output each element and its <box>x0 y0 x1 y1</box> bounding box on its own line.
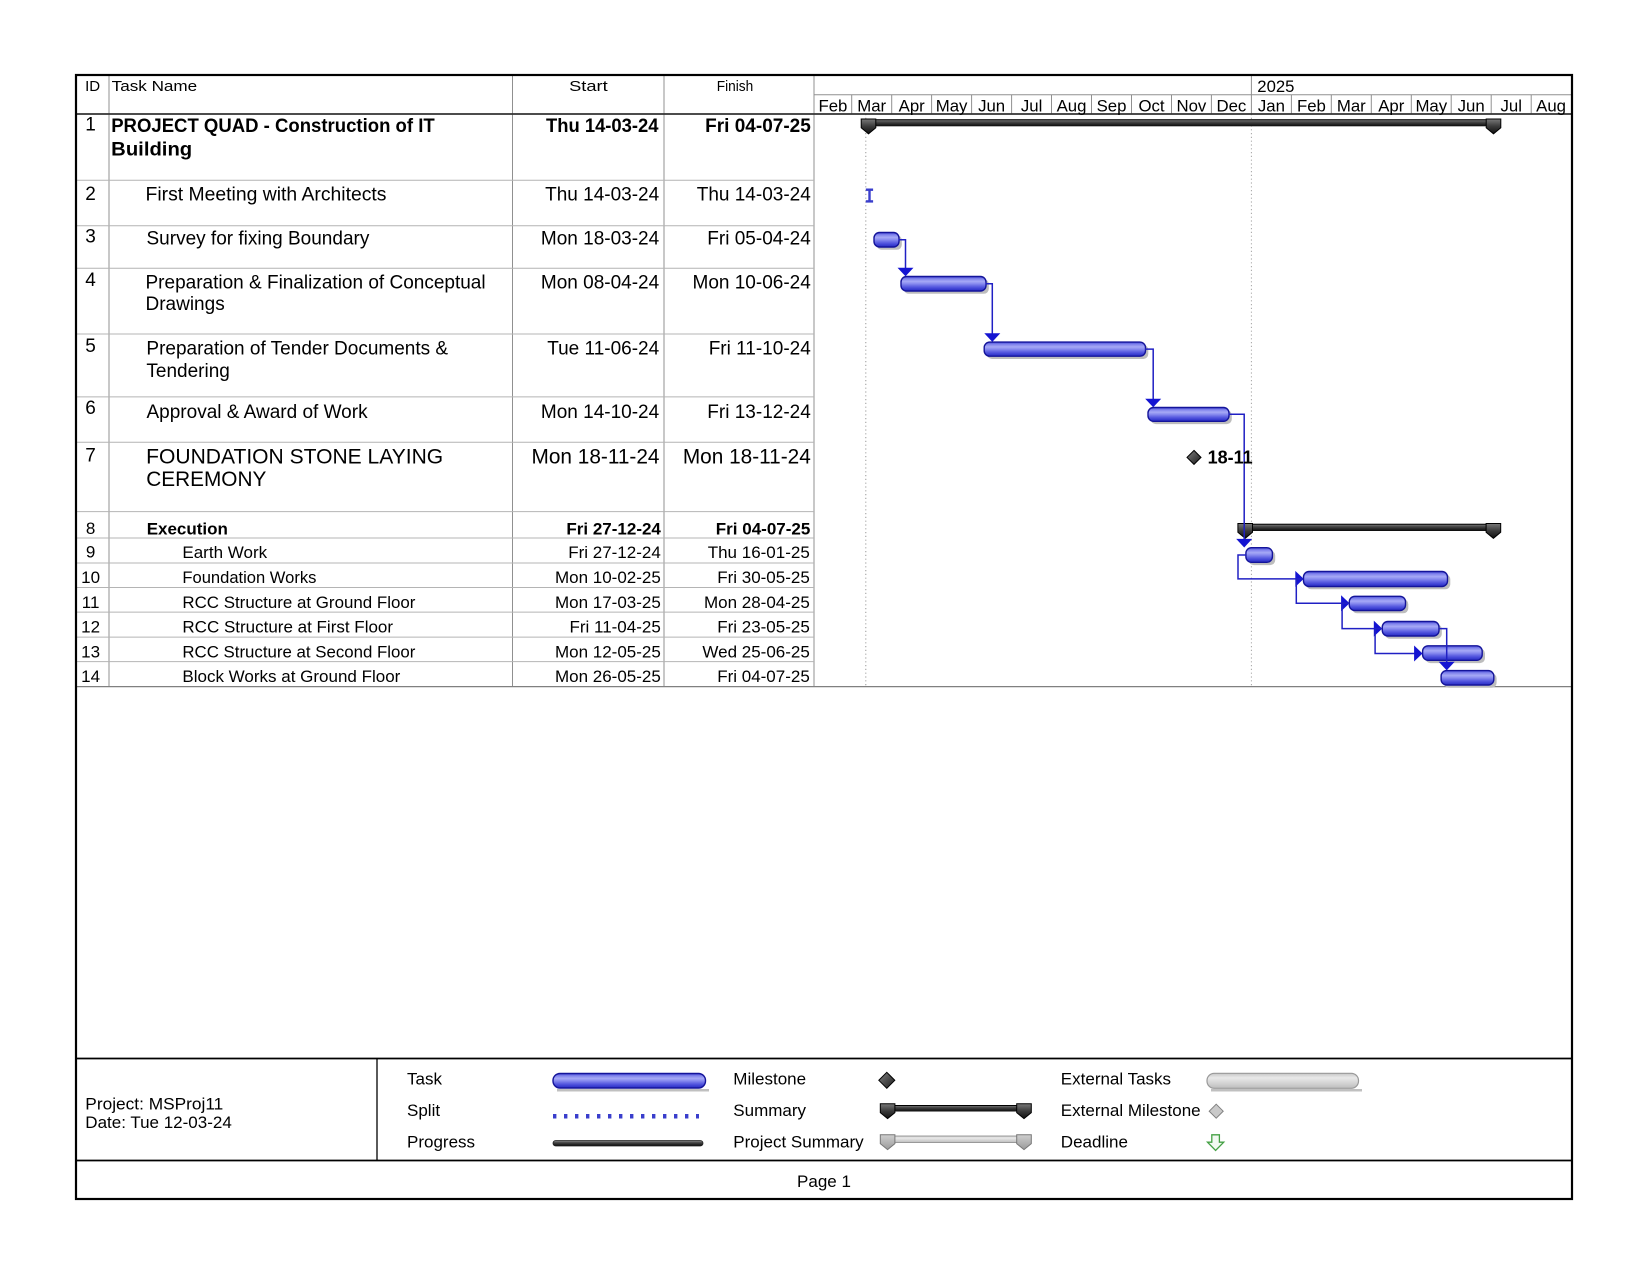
svg-text:External Tasks: External Tasks <box>1061 1070 1171 1089</box>
svg-text:Mon 18-11-24: Mon 18-11-24 <box>532 446 660 469</box>
svg-text:Mar: Mar <box>857 97 886 116</box>
svg-text:6: 6 <box>85 398 96 419</box>
svg-text:Fri 05-04-24: Fri 05-04-24 <box>707 228 811 249</box>
svg-text:Page 1: Page 1 <box>797 1172 851 1191</box>
svg-text:7: 7 <box>85 446 96 467</box>
svg-text:Dec: Dec <box>1216 97 1246 116</box>
svg-text:8: 8 <box>86 519 95 538</box>
svg-text:Fri 04-07-25: Fri 04-07-25 <box>705 116 811 137</box>
svg-text:Fri 13-12-24: Fri 13-12-24 <box>707 402 811 423</box>
svg-text:Tendering: Tendering <box>146 361 229 382</box>
svg-text:Jun: Jun <box>978 97 1005 116</box>
svg-text:Deadline: Deadline <box>1061 1132 1128 1151</box>
svg-text:2: 2 <box>85 184 96 205</box>
svg-text:Progress: Progress <box>407 1132 475 1151</box>
svg-text:RCC Structure at First Floor: RCC Structure at First Floor <box>182 618 393 637</box>
svg-text:11: 11 <box>82 593 100 612</box>
svg-text:Fri 23-05-25: Fri 23-05-25 <box>717 618 810 637</box>
svg-text:Summary: Summary <box>733 1101 806 1120</box>
svg-text:Mon 10-06-24: Mon 10-06-24 <box>693 272 812 293</box>
svg-text:Jul: Jul <box>1021 97 1042 116</box>
svg-text:Earth Work: Earth Work <box>182 543 267 562</box>
svg-text:Start: Start <box>569 78 608 95</box>
svg-text:13: 13 <box>81 642 100 661</box>
svg-text:Thu 14-03-24: Thu 14-03-24 <box>546 116 659 137</box>
svg-text:Survey for fixing Boundary: Survey for fixing Boundary <box>147 228 370 249</box>
svg-text:Date: Tue 12-03-24: Date: Tue 12-03-24 <box>85 1113 231 1132</box>
svg-text:Jan: Jan <box>1258 97 1285 116</box>
svg-text:Fri 11-04-25: Fri 11-04-25 <box>569 618 660 637</box>
svg-text:PROJECT QUAD - Construction of: PROJECT QUAD - Construction of IT <box>111 116 435 137</box>
svg-text:Mon 18-03-24: Mon 18-03-24 <box>541 228 660 249</box>
svg-text:10: 10 <box>81 568 100 587</box>
svg-text:RCC Structure at Ground Floor: RCC Structure at Ground Floor <box>182 593 415 612</box>
svg-text:CEREMONY: CEREMONY <box>146 468 266 491</box>
svg-text:Jun: Jun <box>1458 97 1485 116</box>
svg-text:Fri 11-10-24: Fri 11-10-24 <box>709 339 812 360</box>
svg-text:Apr: Apr <box>1378 97 1405 116</box>
svg-text:Fri 04-07-25: Fri 04-07-25 <box>716 519 811 538</box>
svg-text:Nov: Nov <box>1176 97 1206 116</box>
svg-text:May: May <box>936 97 968 116</box>
svg-text:Foundation Works: Foundation Works <box>182 568 316 587</box>
svg-text:FOUNDATION STONE LAYING: FOUNDATION STONE LAYING <box>146 446 443 469</box>
svg-text:Feb: Feb <box>818 97 847 116</box>
svg-text:Apr: Apr <box>899 97 926 116</box>
svg-text:Thu 16-01-25: Thu 16-01-25 <box>708 543 810 562</box>
svg-text:Task Name: Task Name <box>112 78 198 95</box>
svg-text:Mon 08-04-24: Mon 08-04-24 <box>541 272 660 293</box>
svg-text:1: 1 <box>85 115 96 136</box>
svg-text:Milestone: Milestone <box>733 1070 806 1089</box>
svg-text:Preparation & Finalization of: Preparation & Finalization of Conceptual <box>146 272 486 293</box>
svg-text:Mar: Mar <box>1337 97 1366 116</box>
svg-text:Aug: Aug <box>1057 97 1087 116</box>
svg-text:Jul: Jul <box>1500 97 1521 116</box>
svg-text:Fri 27-12-24: Fri 27-12-24 <box>568 543 661 562</box>
svg-text:5: 5 <box>85 336 96 357</box>
svg-text:RCC Structure at Second Floor: RCC Structure at Second Floor <box>182 642 415 661</box>
svg-text:Mon 26-05-25: Mon 26-05-25 <box>555 667 661 686</box>
svg-text:Mon 12-05-25: Mon 12-05-25 <box>555 642 661 661</box>
svg-text:ID: ID <box>85 78 100 95</box>
svg-text:Mon 28-04-25: Mon 28-04-25 <box>704 593 810 612</box>
svg-text:12: 12 <box>81 618 100 637</box>
svg-text:Thu 14-03-24: Thu 14-03-24 <box>697 185 812 206</box>
svg-text:Finish: Finish <box>717 78 754 95</box>
svg-text:External Milestone: External Milestone <box>1061 1101 1201 1120</box>
svg-text:2025: 2025 <box>1257 77 1294 96</box>
svg-text:Mon 17-03-25: Mon 17-03-25 <box>555 593 661 612</box>
svg-text:Oct: Oct <box>1138 97 1164 116</box>
svg-text:Approval & Award of Work: Approval & Award of Work <box>147 402 369 423</box>
svg-text:3: 3 <box>85 227 96 248</box>
svg-text:Task: Task <box>407 1070 442 1089</box>
svg-text:Sep: Sep <box>1097 97 1127 116</box>
svg-text:Project: MSProj11: Project: MSProj11 <box>85 1094 223 1113</box>
svg-text:4: 4 <box>85 270 96 291</box>
svg-text:Feb: Feb <box>1297 97 1326 116</box>
svg-text:Mon 10-02-25: Mon 10-02-25 <box>555 568 661 587</box>
svg-text:Fri 30-05-25: Fri 30-05-25 <box>717 568 810 587</box>
svg-text:Mon 14-10-24: Mon 14-10-24 <box>541 402 660 423</box>
svg-text:Preparation of Tender Document: Preparation of Tender Documents & <box>146 339 448 360</box>
svg-text:Mon 18-11-24: Mon 18-11-24 <box>683 446 811 469</box>
svg-text:Project Summary: Project Summary <box>733 1132 864 1151</box>
svg-text:Tue 11-06-24: Tue 11-06-24 <box>547 339 659 360</box>
svg-text:14: 14 <box>81 667 100 686</box>
svg-text:May: May <box>1415 97 1447 116</box>
svg-text:Aug: Aug <box>1536 97 1566 116</box>
svg-text:18-11: 18-11 <box>1208 448 1253 468</box>
svg-text:Fri 04-07-25: Fri 04-07-25 <box>717 667 810 686</box>
svg-text:Thu 14-03-24: Thu 14-03-24 <box>545 185 660 206</box>
svg-text:Execution: Execution <box>147 519 228 538</box>
svg-text:Split: Split <box>407 1101 440 1120</box>
svg-text:First Meeting with Architects: First Meeting with Architects <box>146 185 387 206</box>
svg-text:Building: Building <box>111 140 192 161</box>
svg-text:Wed 25-06-25: Wed 25-06-25 <box>702 642 809 661</box>
svg-text:Block Works at Ground Floor: Block Works at Ground Floor <box>182 667 400 686</box>
svg-text:9: 9 <box>86 543 95 562</box>
svg-text:Fri 27-12-24: Fri 27-12-24 <box>566 519 661 538</box>
svg-text:Drawings: Drawings <box>146 294 225 315</box>
